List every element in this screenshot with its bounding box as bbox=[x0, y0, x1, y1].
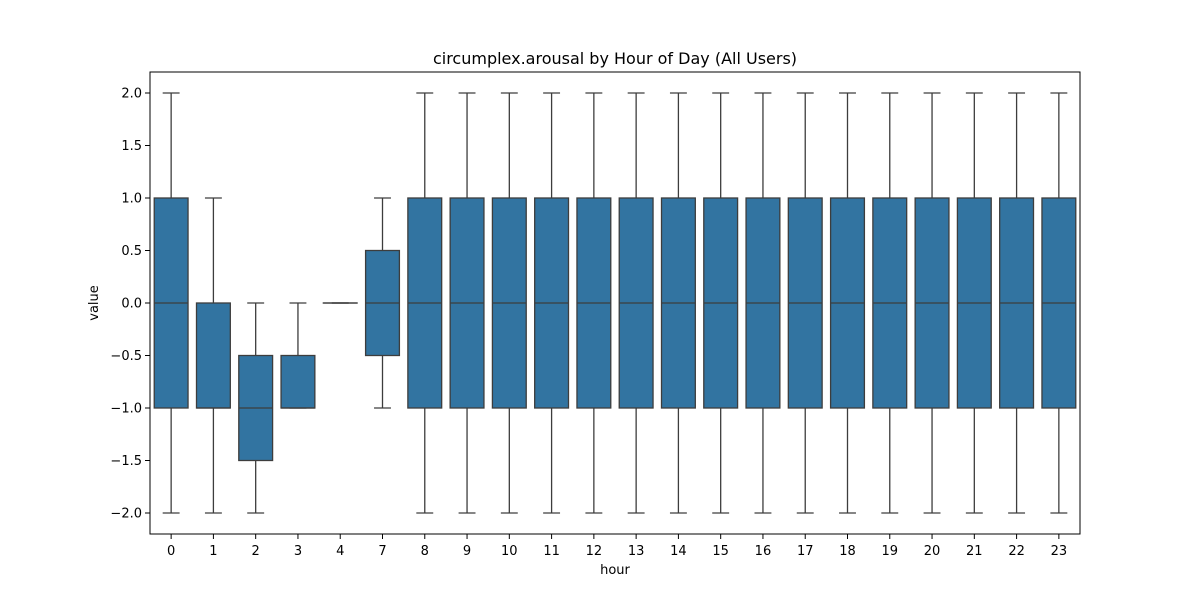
x-tick-label: 22 bbox=[1008, 544, 1025, 559]
x-tick-label: 20 bbox=[924, 544, 941, 559]
x-tick-label: 21 bbox=[966, 544, 983, 559]
box-hour-7 bbox=[364, 197, 401, 409]
box-hour-20 bbox=[914, 92, 950, 514]
box-hour-0 bbox=[153, 92, 189, 514]
x-tick-label: 17 bbox=[797, 544, 814, 559]
x-tick-label: 10 bbox=[501, 544, 518, 559]
box-hour-2 bbox=[238, 302, 274, 514]
chart-title: circumplex.arousal by Hour of Day (All U… bbox=[433, 49, 797, 68]
y-tick-label: −1.0 bbox=[110, 402, 142, 417]
x-tick-label: 4 bbox=[336, 544, 344, 559]
x-tick-label: 11 bbox=[543, 544, 560, 559]
y-tick-label: 1.0 bbox=[121, 192, 142, 207]
box-hour-15 bbox=[703, 92, 739, 514]
y-axis-ticks: 2.0 1.5 1.0 0.5 0.0 −0.5 −1.0 −1.5 −2.0 bbox=[110, 87, 150, 522]
x-tick-label: 2 bbox=[252, 544, 260, 559]
plot-frame bbox=[149, 71, 1081, 535]
box-hour-8 bbox=[407, 92, 443, 514]
y-axis-label: value bbox=[87, 285, 102, 321]
x-tick-label: 3 bbox=[294, 544, 302, 559]
x-tick-label: 8 bbox=[421, 544, 429, 559]
box-iqr bbox=[195, 302, 231, 409]
y-tick-label: 0.0 bbox=[121, 297, 142, 312]
x-tick-label: 7 bbox=[378, 544, 386, 559]
box-hour-21 bbox=[956, 92, 992, 514]
box-hour-22 bbox=[999, 92, 1035, 514]
x-tick-label: 18 bbox=[839, 544, 856, 559]
box-hour-1 bbox=[195, 197, 231, 514]
x-tick-label: 0 bbox=[167, 544, 175, 559]
boxes-group bbox=[153, 92, 1077, 514]
box-hour-13 bbox=[618, 92, 654, 514]
x-tick-label: 9 bbox=[463, 544, 471, 559]
x-axis-label: hour bbox=[600, 563, 630, 578]
box-hour-18 bbox=[829, 92, 866, 514]
box-iqr bbox=[280, 354, 316, 409]
x-tick-label: 16 bbox=[755, 544, 772, 559]
box-hour-9 bbox=[449, 92, 485, 514]
box-hour-12 bbox=[576, 92, 612, 514]
x-tick-label: 1 bbox=[209, 544, 217, 559]
x-tick-label: 23 bbox=[1051, 544, 1068, 559]
box-hour-23 bbox=[1041, 92, 1077, 514]
box-hour-19 bbox=[872, 92, 908, 514]
box-hour-16 bbox=[745, 92, 781, 514]
y-tick-label: −1.5 bbox=[110, 454, 142, 469]
box-hour-14 bbox=[660, 92, 696, 514]
y-tick-label: 1.5 bbox=[121, 139, 142, 154]
box-hour-10 bbox=[491, 92, 527, 514]
box-hour-11 bbox=[534, 92, 570, 514]
x-tick-label: 13 bbox=[628, 544, 645, 559]
y-tick-label: 2.0 bbox=[121, 87, 142, 102]
y-tick-label: −2.0 bbox=[110, 507, 142, 522]
x-axis-ticks: 0 1 2 3 4 7 8 9 10 11 12 13 14 15 16 17 18 19 20 21 22 23 bbox=[167, 534, 1067, 559]
x-tick-label: 14 bbox=[670, 544, 687, 559]
y-tick-label: −0.5 bbox=[110, 349, 142, 364]
x-tick-label: 19 bbox=[881, 544, 898, 559]
box-hour-3 bbox=[280, 302, 316, 409]
x-tick-label: 12 bbox=[586, 544, 603, 559]
box-hour-17 bbox=[787, 92, 823, 514]
y-tick-label: 0.5 bbox=[121, 244, 142, 259]
x-tick-label: 15 bbox=[712, 544, 729, 559]
